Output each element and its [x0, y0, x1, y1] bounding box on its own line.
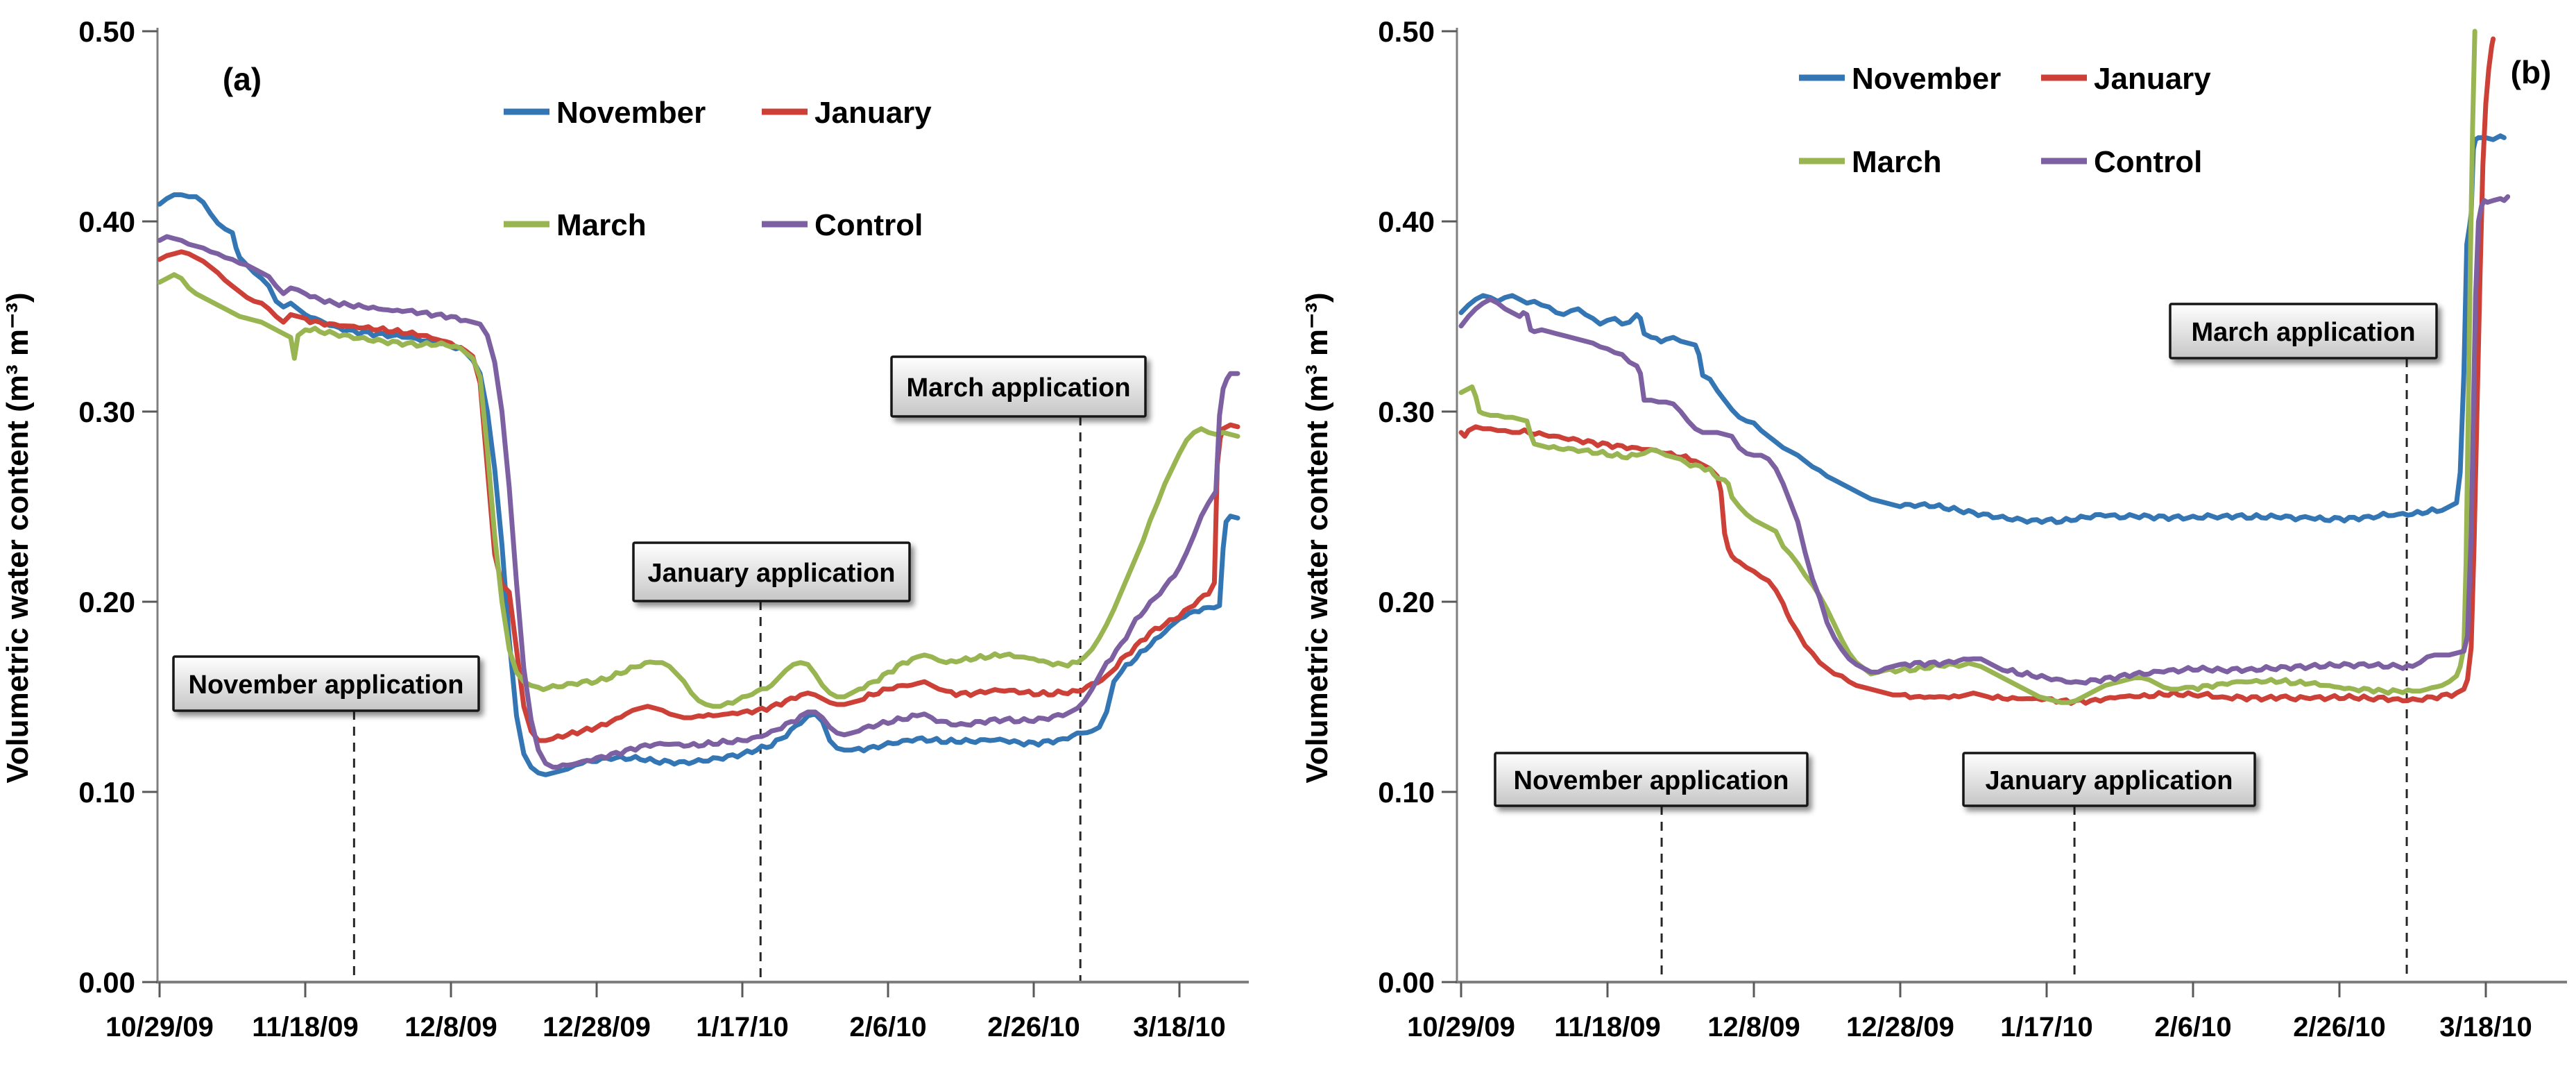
series-group — [157, 192, 1240, 777]
legend-label-january: January — [2094, 62, 2211, 96]
annotation-box — [2169, 303, 2438, 360]
y-tick-label: 0.10 — [1378, 776, 1435, 809]
annotation-box — [172, 655, 480, 712]
annotation-box — [632, 541, 911, 602]
annotation-label: March application — [2191, 318, 2415, 347]
legend-label-control: Control — [2094, 145, 2202, 179]
x-tick-label: 10/29/09 — [1407, 1012, 1515, 1042]
x-tick-label: 2/6/10 — [2154, 1012, 2231, 1042]
annotation-label: March application — [906, 373, 1130, 403]
annotation-box — [1494, 752, 1809, 807]
legend-label-march: March — [1852, 145, 1942, 179]
series-line-control-a — [157, 234, 1240, 770]
series-line-january-b — [1458, 36, 2496, 706]
annotation-label: November application — [1514, 766, 1789, 795]
annotation-box — [1962, 752, 2256, 807]
x-tick-label: 12/8/09 — [404, 1012, 497, 1042]
y-tick-label: 0.20 — [78, 586, 135, 618]
legend-a: November January March Control — [504, 96, 932, 242]
y-tick-label: 0.10 — [78, 776, 135, 809]
annotation-label: November application — [189, 670, 464, 700]
x-tick-label: 12/28/09 — [1846, 1012, 1954, 1042]
x-tick-label: 3/18/10 — [2439, 1012, 2532, 1042]
y-axis-title: Volumetric water content (m³ m⁻³) — [1300, 293, 1334, 784]
legend-label-control: Control — [814, 208, 923, 242]
legend-label-january: January — [814, 96, 932, 130]
x-tick-label: 2/26/10 — [987, 1012, 1080, 1042]
x-tick-label: 3/18/10 — [1133, 1012, 1225, 1042]
legend-label-november: November — [556, 96, 706, 130]
series-line-control-b — [1458, 194, 2511, 686]
legend-b: November January March Control — [1799, 62, 2211, 179]
x-tick-label: 2/6/10 — [849, 1012, 926, 1042]
series-line-march-a — [157, 272, 1240, 709]
x-tick-label: 2/26/10 — [2293, 1012, 2385, 1042]
panel-label-a: (a) — [223, 61, 262, 97]
series-line-november-b — [1458, 133, 2507, 525]
legend-label-november: November — [1852, 62, 2001, 96]
annotation-box — [890, 355, 1147, 418]
x-tick-label: 12/28/09 — [543, 1012, 651, 1042]
chart-panel-b: 0.00 0.10 0.20 0.30 0.40 0.50 10/29/09 11/18/09… — [1300, 15, 2567, 1042]
y-tick-label: 0.40 — [78, 205, 135, 238]
legend-label-march: March — [556, 208, 647, 242]
series-group — [1458, 28, 2511, 706]
x-tick-label: 12/8/09 — [1707, 1012, 1800, 1042]
series-line-january-a — [157, 249, 1240, 743]
x-tick-label: 1/17/10 — [2000, 1012, 2092, 1042]
y-tick-label: 0.00 — [1378, 966, 1435, 999]
x-tick-label: 10/29/09 — [105, 1012, 214, 1042]
y-tick-label: 0.20 — [1378, 586, 1435, 618]
x-tick-label: 11/18/09 — [1554, 1012, 1661, 1042]
y-tick-label: 0.50 — [1378, 15, 1435, 48]
panel-label-b: (b) — [2511, 54, 2552, 90]
y-axis-title: Volumetric water content (m³ m⁻³) — [1, 293, 35, 784]
y-tick-label: 0.40 — [1378, 205, 1435, 238]
y-tick-label: 0.30 — [1378, 396, 1435, 428]
y-tick-label: 0.00 — [78, 966, 135, 999]
annotation-label: January application — [1986, 766, 2233, 795]
y-tick-label: 0.50 — [78, 15, 135, 48]
x-tick-label: 11/18/09 — [252, 1012, 359, 1042]
series-line-november-a — [157, 192, 1240, 777]
y-tick-label: 0.30 — [78, 396, 135, 428]
x-tick-label: 1/17/10 — [696, 1012, 788, 1042]
series-line-march-b — [1458, 28, 2477, 705]
annotation-label: January application — [648, 559, 896, 588]
chart-panel-a: 0.00 0.10 0.20 0.30 0.40 0.50 10/29/09 11/18/09… — [1, 15, 1249, 1042]
